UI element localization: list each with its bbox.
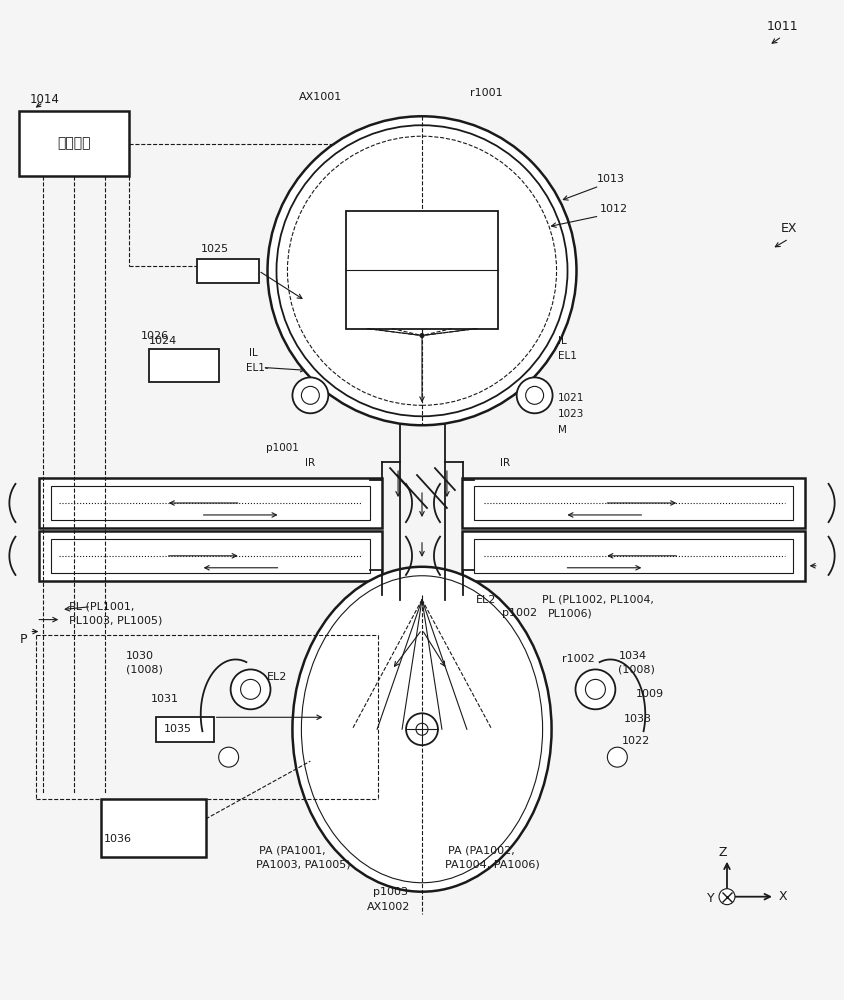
Text: M: M [558,425,566,435]
Bar [462,531,804,581]
Text: (1008): (1008) [619,664,655,674]
Bar [156,717,214,742]
Circle shape [268,116,576,425]
Text: EX: EX [781,222,798,235]
Text: PA (PA1002,: PA (PA1002, [448,846,515,856]
Text: P: P [19,633,27,646]
Text: r1002: r1002 [561,654,594,664]
Circle shape [526,386,544,404]
Text: AX1002: AX1002 [366,902,410,912]
Text: EL2: EL2 [476,595,496,605]
Text: p1002: p1002 [501,608,537,618]
Text: 1035: 1035 [164,724,192,734]
Bar [51,486,371,520]
Bar [462,478,804,528]
Text: Y: Y [707,892,715,905]
Circle shape [517,377,553,413]
Text: IR: IR [500,458,510,468]
Text: EL1-: EL1- [246,363,268,373]
Text: IR: IR [306,458,316,468]
Circle shape [277,125,567,416]
Circle shape [241,679,261,699]
Text: 1025: 1025 [201,244,229,254]
Text: 1030: 1030 [126,651,154,661]
Text: IL: IL [558,336,566,346]
Text: 1013: 1013 [597,174,625,184]
Text: 1031: 1031 [151,694,179,704]
Text: 1026: 1026 [141,331,169,341]
Text: PL1003, PL1005): PL1003, PL1005) [69,616,163,626]
Text: p1001: p1001 [266,443,299,453]
Text: 1021: 1021 [558,393,584,403]
Text: PL1006): PL1006) [548,609,592,619]
Text: EL1: EL1 [558,351,576,361]
Text: PL (PL1002, PL1004,: PL (PL1002, PL1004, [542,595,653,605]
Bar [101,799,206,857]
Circle shape [301,386,319,404]
Bar [473,539,793,573]
Bar [197,259,258,283]
Circle shape [586,679,605,699]
Circle shape [230,669,270,709]
Bar [149,349,219,382]
Text: 1023: 1023 [558,409,584,419]
Circle shape [576,669,615,709]
Text: Z: Z [719,846,728,859]
Bar [51,539,371,573]
Bar [19,111,129,176]
Text: 1012: 1012 [599,204,628,214]
Text: 1024: 1024 [149,336,177,346]
Text: 1011: 1011 [767,20,798,33]
Text: 1022: 1022 [621,736,650,746]
Text: r1001: r1001 [470,88,502,98]
Text: 控制裝置: 控制裝置 [57,136,91,150]
Text: PL (PL1001,: PL (PL1001, [69,602,134,612]
Text: PA (PA1001,: PA (PA1001, [258,846,325,856]
Text: AX1001: AX1001 [299,92,342,102]
Bar [40,531,382,581]
Text: 1009: 1009 [636,689,664,699]
Bar [346,211,498,329]
Text: PA1004, PA1006): PA1004, PA1006) [445,860,539,870]
Bar [473,486,793,520]
Circle shape [292,377,328,413]
Text: IL: IL [249,348,257,358]
Circle shape [719,889,735,905]
Text: 1014: 1014 [30,93,59,106]
Circle shape [420,334,424,338]
Bar [40,478,382,528]
Circle shape [608,747,627,767]
Ellipse shape [292,567,552,892]
Text: 1033: 1033 [624,714,652,724]
Text: EL2: EL2 [267,672,287,682]
Text: 1034: 1034 [619,651,647,661]
Circle shape [219,747,239,767]
Text: p1003: p1003 [372,887,408,897]
Text: X: X [779,890,787,903]
Text: PA1003, PA1005): PA1003, PA1005) [256,860,350,870]
Text: (1008): (1008) [126,664,163,674]
Circle shape [406,713,438,745]
Text: 1036: 1036 [104,834,132,844]
Circle shape [416,723,428,735]
